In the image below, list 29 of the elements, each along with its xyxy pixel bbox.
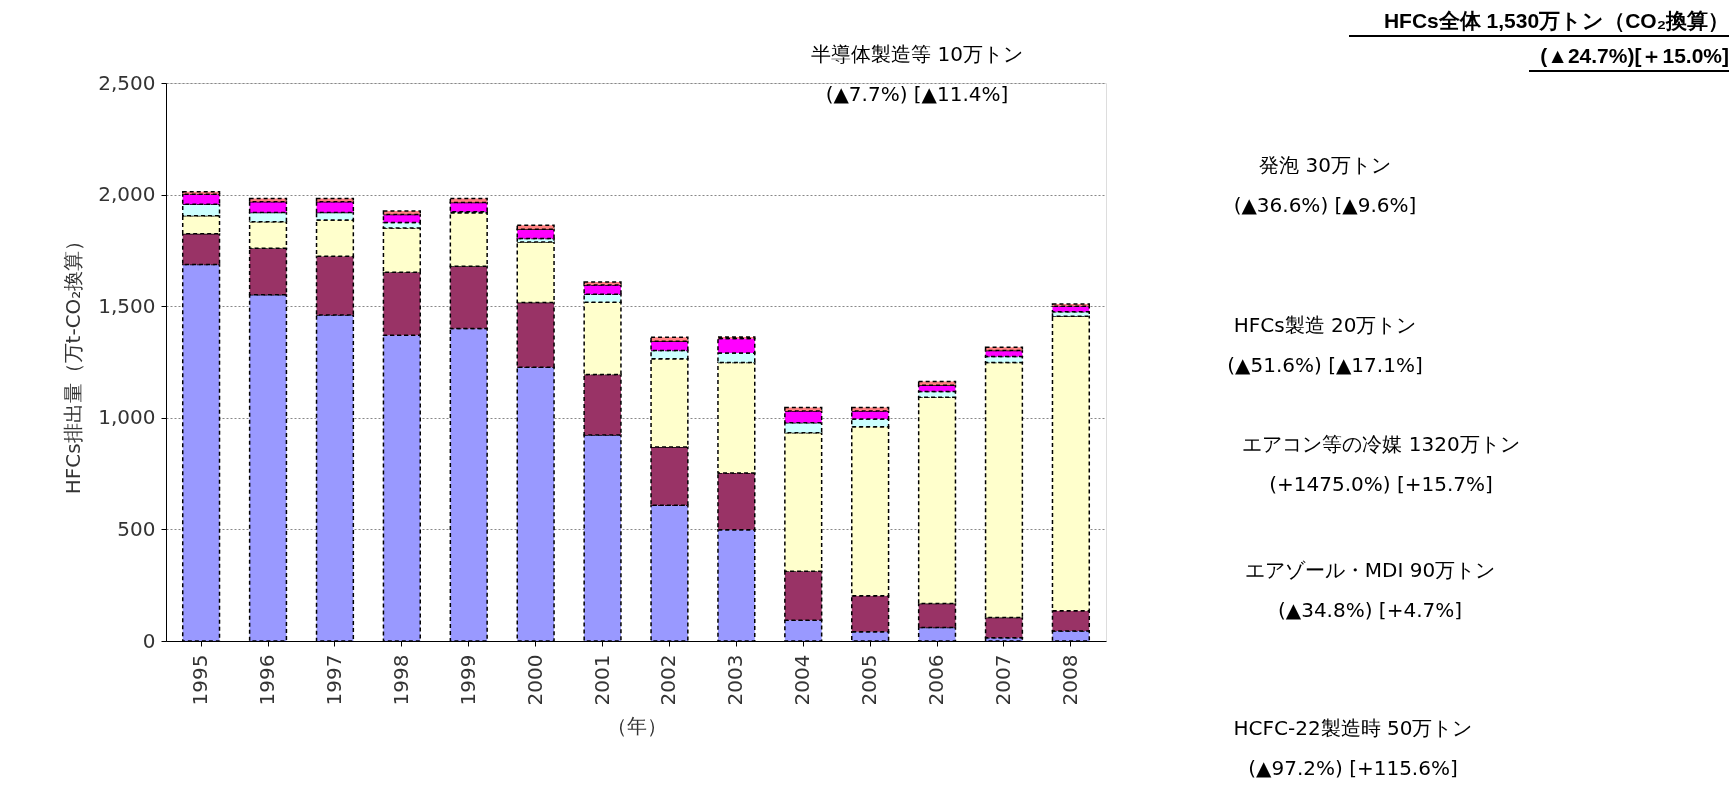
x-tick-label: 1996 [255,654,280,706]
y-tick-label: 2,500 [98,70,156,95]
text: HCFC-22製造時 50万トン (▲97.2%) [+115.6%] [1233,716,1473,780]
x-axis-title: （年） [606,714,667,739]
text: HFCs製造 20万トン (▲51.6%) [▲17.1%] [1227,313,1423,377]
y-tick-label: 0 [142,628,156,653]
x-tick-label: 2006 [924,654,949,706]
x-tick-label: 2003 [723,654,748,706]
x-tick-label: 2005 [857,654,882,706]
text: HFCs全体 1,530万トン（CO₂換算） (▲24.7%)[＋15.0%] [1383,9,1729,67]
y-tick-label: 500 [117,516,156,541]
x-tick-label: 1998 [388,654,413,706]
x-tick-label: 1997 [321,654,346,706]
x-tick-label: 1999 [455,654,480,706]
x-tick-label: 2007 [990,654,1015,706]
x-tick-label: 2002 [656,654,681,706]
text: 発泡 30万トン (▲36.6%) [▲9.6%] [1233,153,1417,217]
y-tick-label: 1,000 [98,405,156,430]
annotation: 半導体製造等 10万トン (▲7.7%) [▲11.4%] [811,42,1023,106]
y-axis-title: HFCs排出量（万t-CO₂換算） [61,230,86,495]
x-tick-label: 2000 [522,654,547,706]
x-tick-label: 2004 [790,654,815,706]
y-tick-label: 1,500 [98,293,156,318]
y-tick-label: 2,000 [98,182,156,207]
text: エアゾール・MDI 90万トン (▲34.8%) [+4.7%] [1244,558,1496,622]
text: エアコン等の冷媒 1320万トン (+1475.0%) [+15.7%] [1242,432,1520,496]
x-tick-label: 2001 [589,654,614,706]
x-tick-label: 1995 [188,654,213,706]
x-tick-label: 2008 [1057,654,1082,706]
